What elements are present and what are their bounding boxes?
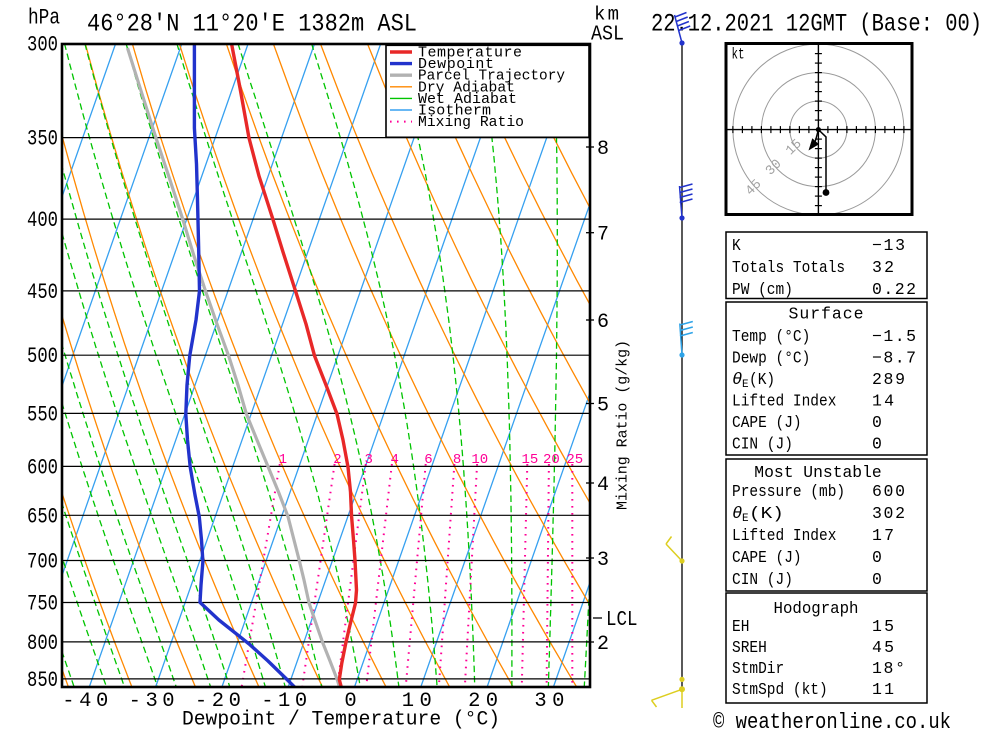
svg-text:0: 0 [872, 570, 882, 589]
svg-text:45: 45 [743, 177, 765, 199]
svg-text:Mixing Ratio: Mixing Ratio [418, 114, 524, 131]
svg-text:Most Unstable: Most Unstable [754, 463, 881, 482]
svg-text:15: 15 [784, 137, 806, 159]
svg-text:22.12.2021 12GMT (Base: 00): 22.12.2021 12GMT (Base: 00) [651, 10, 982, 39]
svg-text:15: 15 [521, 452, 538, 468]
svg-text:Temperature: Temperature [418, 45, 522, 62]
svg-text:Lifted Index: Lifted Index [732, 392, 836, 411]
svg-text:4: 4 [597, 474, 609, 497]
svg-text:StmDir: StmDir [732, 659, 784, 678]
svg-text:5: 5 [597, 395, 609, 418]
svg-text:30: 30 [763, 157, 785, 179]
svg-text:Temp (°C): Temp (°C) [732, 327, 810, 346]
svg-text:LCL: LCL [606, 609, 638, 632]
svg-text:500: 500 [27, 344, 58, 369]
svg-text:-40: -40 [62, 690, 108, 713]
svg-text:km: km [594, 4, 619, 26]
svg-text:Totals Totals: Totals Totals [732, 258, 845, 277]
svg-text:8: 8 [453, 452, 461, 468]
svg-text:Mixing Ratio (g/kg): Mixing Ratio (g/kg) [615, 340, 632, 510]
svg-text:7: 7 [597, 224, 609, 247]
svg-text:kt: kt [732, 46, 745, 64]
svg-text:Dewp (°C): Dewp (°C) [732, 349, 810, 368]
svg-text:CAPE (J): CAPE (J) [732, 413, 802, 432]
svg-text:0: 0 [872, 413, 882, 432]
svg-text:ASL: ASL [591, 24, 624, 47]
svg-text:Parcel Trajectory: Parcel Trajectory [418, 68, 565, 85]
svg-text:46°28'N 11°20'E 1382m ASL: 46°28'N 11°20'E 1382m ASL [87, 10, 417, 39]
svg-text:Dewpoint: Dewpoint [418, 56, 494, 73]
svg-text:2: 2 [597, 633, 609, 656]
svg-text:750: 750 [27, 592, 58, 617]
svg-text:E: E [742, 513, 749, 525]
svg-text:550: 550 [27, 402, 58, 427]
svg-text:8: 8 [597, 138, 609, 161]
svg-text:3: 3 [597, 549, 609, 572]
svg-text:0.22: 0.22 [872, 280, 916, 299]
svg-text:30: 30 [534, 690, 564, 713]
svg-text:CIN (J): CIN (J) [732, 570, 793, 589]
svg-text:CIN (J): CIN (J) [732, 435, 793, 454]
svg-text:−13: −13 [872, 236, 905, 255]
svg-text:650: 650 [27, 504, 58, 529]
svg-text:450: 450 [27, 280, 58, 305]
svg-text:-30: -30 [129, 690, 175, 713]
svg-text:6: 6 [597, 311, 609, 334]
svg-text:Isotherm: Isotherm [418, 103, 491, 120]
svg-text:PW (cm): PW (cm) [732, 280, 793, 299]
svg-text:20: 20 [543, 452, 560, 468]
svg-text:StmSpd (kt): StmSpd (kt) [732, 680, 828, 699]
svg-text:hPa: hPa [28, 6, 60, 31]
svg-text:600: 600 [872, 482, 905, 501]
svg-text:θ: θ [732, 371, 742, 390]
svg-text:2: 2 [333, 452, 341, 468]
svg-text:800: 800 [27, 631, 58, 656]
svg-text:(K): (K) [749, 370, 775, 389]
svg-text:Dry Adiabat: Dry Adiabat [418, 79, 515, 96]
svg-text:-10: -10 [261, 690, 307, 713]
svg-text:EH: EH [732, 617, 749, 636]
svg-text:θ: θ [732, 505, 742, 524]
svg-text:400: 400 [27, 208, 58, 233]
svg-text:Dewpoint / Temperature (°C): Dewpoint / Temperature (°C) [182, 709, 500, 732]
svg-text:1: 1 [279, 452, 287, 468]
svg-text:Hodograph: Hodograph [774, 599, 859, 618]
svg-text:0: 0 [344, 690, 356, 713]
svg-text:302: 302 [872, 504, 905, 523]
svg-text:(K): (K) [749, 504, 784, 523]
svg-text:10: 10 [471, 452, 488, 468]
svg-text:SREH: SREH [732, 638, 767, 657]
svg-text:K: K [732, 236, 741, 255]
svg-text:-20: -20 [195, 690, 241, 713]
svg-text:25: 25 [566, 452, 583, 468]
svg-text:18°: 18° [872, 659, 905, 678]
svg-text:300: 300 [27, 33, 58, 58]
svg-text:Wet Adiabat: Wet Adiabat [418, 91, 517, 108]
svg-text:850: 850 [27, 668, 58, 693]
svg-text:Lifted Index: Lifted Index [732, 526, 836, 545]
svg-text:289: 289 [872, 370, 905, 389]
svg-text:4: 4 [390, 452, 398, 468]
svg-text:600: 600 [27, 455, 58, 480]
svg-text:0: 0 [872, 548, 882, 567]
svg-text:3: 3 [364, 452, 372, 468]
svg-text:0: 0 [872, 435, 882, 454]
svg-text:700: 700 [27, 550, 58, 575]
svg-text:350: 350 [27, 127, 58, 152]
svg-text:6: 6 [424, 452, 432, 468]
svg-text:−1.5: −1.5 [872, 327, 916, 346]
svg-text:© weatheronline.co.uk: © weatheronline.co.uk [713, 710, 951, 733]
svg-text:Pressure (mb): Pressure (mb) [732, 482, 845, 501]
svg-text:−8.7: −8.7 [872, 349, 916, 368]
svg-text:CAPE (J): CAPE (J) [732, 548, 802, 567]
svg-text:Surface: Surface [789, 305, 864, 324]
svg-text:E: E [742, 379, 749, 391]
